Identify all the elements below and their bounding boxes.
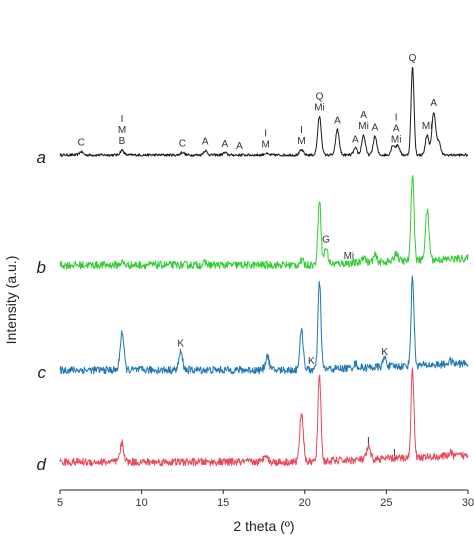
series-b-tag: b <box>37 258 46 277</box>
peak-label-a-12-0: A <box>372 122 379 133</box>
series-d-tag: d <box>37 455 47 474</box>
peak-label-a-13-1: A <box>393 123 400 134</box>
peak-label-a-11-1: Mi <box>358 121 369 132</box>
series-tags-layer: a b c d <box>37 148 47 474</box>
peak-label-a-1-1: M <box>118 125 126 136</box>
peak-label-a-4-0: A <box>221 139 228 150</box>
peak-label-a-3-0: A <box>202 137 209 148</box>
peak-label-a-0-0: C <box>78 138 85 149</box>
peak-label-a-7-1: M <box>297 136 305 147</box>
peak-label-a-2-0: C <box>179 138 186 149</box>
series-b-trace <box>59 175 469 270</box>
peak-label-a-5-0: A <box>236 141 243 152</box>
x-tick-label-10: 10 <box>135 497 147 509</box>
peak-label-a-14-0: Q <box>409 53 417 64</box>
x-tick-label-20: 20 <box>299 497 311 509</box>
peak-label-a-8-0: Q <box>316 92 324 103</box>
peak-label-c-1-0: K <box>308 356 315 367</box>
peak-label-a-13-0: I <box>395 112 398 123</box>
peak-label-a-16-0: A <box>430 98 437 109</box>
peak-label-a-1-0: I <box>121 114 124 125</box>
peak-label-b-0-0: G <box>322 235 330 246</box>
peak-label-a-7-0: I <box>300 125 303 136</box>
peak-label-d-0-0: I <box>367 436 370 447</box>
peak-label-a-6-1: M <box>261 139 269 150</box>
peak-label-a-15-0: Mi <box>422 121 433 132</box>
x-tick-label-30: 30 <box>462 497 474 509</box>
peak-label-b-1-0: Mi <box>344 251 355 262</box>
peak-label-a-8-1: Mi <box>314 103 325 114</box>
x-axis: 5 10 15 20 25 30 <box>57 489 474 509</box>
peak-label-a-13-2: Mi <box>391 134 402 145</box>
y-axis-title: Intensity (a.u.) <box>3 256 19 345</box>
series-d-trace <box>59 367 469 467</box>
x-axis-title: 2 theta (º) <box>233 518 294 534</box>
peak-label-a-10-0: A <box>352 134 359 145</box>
peak-label-a-9-0: A <box>334 116 341 127</box>
peak-label-c-2-0: K <box>381 347 388 358</box>
peak-label-a-11-0: A <box>360 110 367 121</box>
peak-label-a-6-0: I <box>264 128 267 139</box>
x-tick-label-5: 5 <box>57 497 63 509</box>
peak-label-c-0-0: K <box>177 338 184 349</box>
series-a-trace <box>59 67 469 157</box>
traces-layer <box>59 67 469 467</box>
series-a-tag: a <box>37 148 46 167</box>
series-c-tag: c <box>38 363 47 382</box>
x-tick-label-15: 15 <box>217 497 229 509</box>
series-c-trace <box>59 275 469 375</box>
peak-label-a-1-2: B <box>119 136 126 147</box>
x-tick-label-25: 25 <box>380 497 392 509</box>
peak-label-d-1-0: I <box>393 448 396 459</box>
